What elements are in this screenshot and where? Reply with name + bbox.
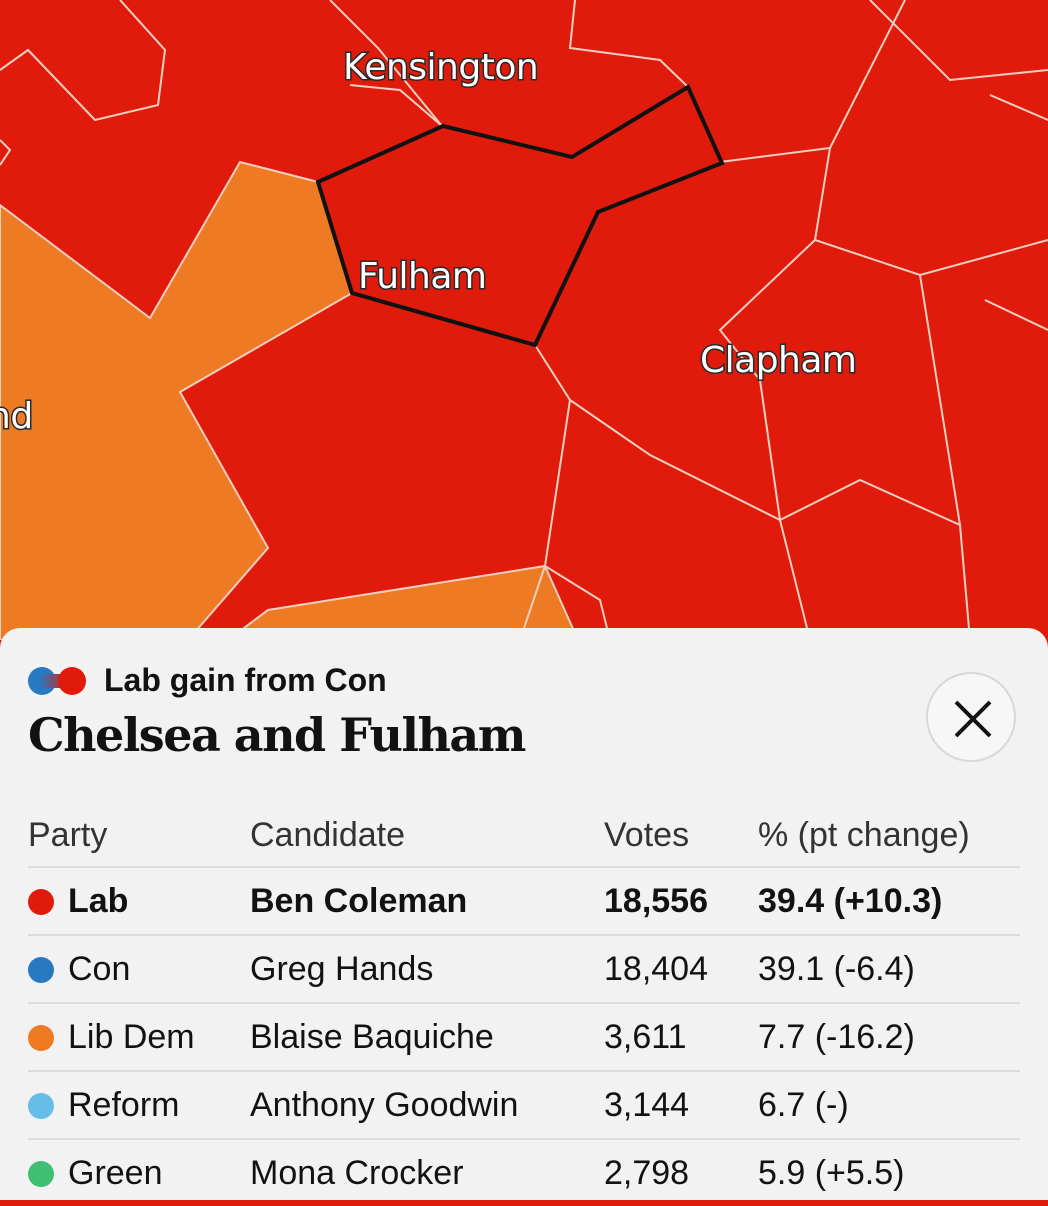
party-swing-icon [28, 666, 92, 696]
map-label-partial: nd [0, 396, 33, 437]
votes-cell: 3,611 [604, 1003, 758, 1072]
map-label-fulham: Fulham [358, 256, 487, 297]
party-color-dot [28, 1092, 54, 1119]
party-cell: Green [28, 1139, 250, 1206]
header-pct: % (pt change) [758, 804, 1020, 868]
close-icon [954, 700, 992, 738]
pct-cell: 6.7 (-) [758, 1071, 1020, 1140]
party-cell: Lib Dem [28, 1003, 250, 1072]
pct-cell: 39.1 (-6.4) [758, 935, 1020, 1004]
header-party: Party [28, 804, 250, 868]
pct-cell: 7.7 (-16.2) [758, 1003, 1020, 1072]
pct-cell: 39.4 (+10.3) [758, 867, 1020, 936]
table-row: Con Greg Hands 18,404 39.1 (-6.4) [28, 935, 1020, 1004]
constituency-title: Chelsea and Fulham [28, 708, 526, 762]
constituency-chelsea-and-fulham-outline[interactable] [315, 84, 725, 348]
party-name: Green [68, 1153, 163, 1192]
candidate-cell: Anthony Goodwin [250, 1071, 604, 1140]
party-name: Con [68, 949, 131, 988]
result-summary: Lab gain from Con [28, 662, 387, 699]
party-name: Lib Dem [68, 1017, 195, 1056]
results-body: Lab Ben Coleman 18,556 39.4 (+10.3) Con Greg … [28, 867, 1020, 1206]
swing-to-dot [58, 666, 86, 695]
votes-cell: 18,404 [604, 935, 758, 1004]
party-name: Lab [68, 881, 129, 920]
party-color-dot [28, 888, 54, 915]
party-name: Reform [68, 1085, 180, 1124]
party-cell: Con [28, 935, 250, 1004]
candidate-cell: Ben Coleman [250, 867, 604, 936]
candidate-cell: Blaise Baquiche [250, 1003, 604, 1072]
candidate-cell: Mona Crocker [250, 1153, 464, 1192]
map-label-kensington: Kensington [343, 47, 538, 88]
table-row: Lab Ben Coleman 18,556 39.4 (+10.3) [28, 867, 1020, 936]
pct-cell: 5.9 (+5.5) [758, 1153, 905, 1192]
result-panel: Lab gain from Con Chelsea and Fulham Par… [0, 628, 1048, 1200]
party-cell: Lab [28, 867, 250, 936]
close-button[interactable] [926, 672, 1016, 762]
candidate-cell: Greg Hands [250, 935, 604, 1004]
map-label-clapham: Clapham [700, 340, 857, 381]
party-cell: Reform [28, 1071, 250, 1140]
table-row: Lib Dem Blaise Baquiche 3,611 7.7 (-16.2) [28, 1003, 1020, 1072]
party-color-dot [28, 1160, 54, 1187]
votes-cell: 3,144 [604, 1071, 758, 1140]
party-color-dot [28, 1024, 54, 1051]
table-row: Reform Anthony Goodwin 3,144 6.7 (-) [28, 1071, 1020, 1140]
constituency-borders [0, 0, 1048, 640]
results-table: Party Candidate Votes % (pt change) Lab B… [28, 804, 1020, 1206]
constituency-lib-dem-west[interactable] [0, 160, 354, 640]
votes-cell: 2,798 [604, 1153, 690, 1192]
table-header-row: Party Candidate Votes % (pt change) [28, 804, 1020, 868]
header-votes: Votes [604, 804, 758, 868]
constituency-map[interactable]: Kensington Fulham Clapham nd [0, 0, 1048, 640]
result-text: Lab gain from Con [104, 662, 387, 698]
votes-cell: 18,556 [604, 867, 758, 936]
party-color-dot [28, 956, 54, 983]
header-candidate: Candidate [250, 804, 604, 868]
table-row: Green Mona Crocker 2,798 5.9 (+5.5) [28, 1139, 1020, 1206]
